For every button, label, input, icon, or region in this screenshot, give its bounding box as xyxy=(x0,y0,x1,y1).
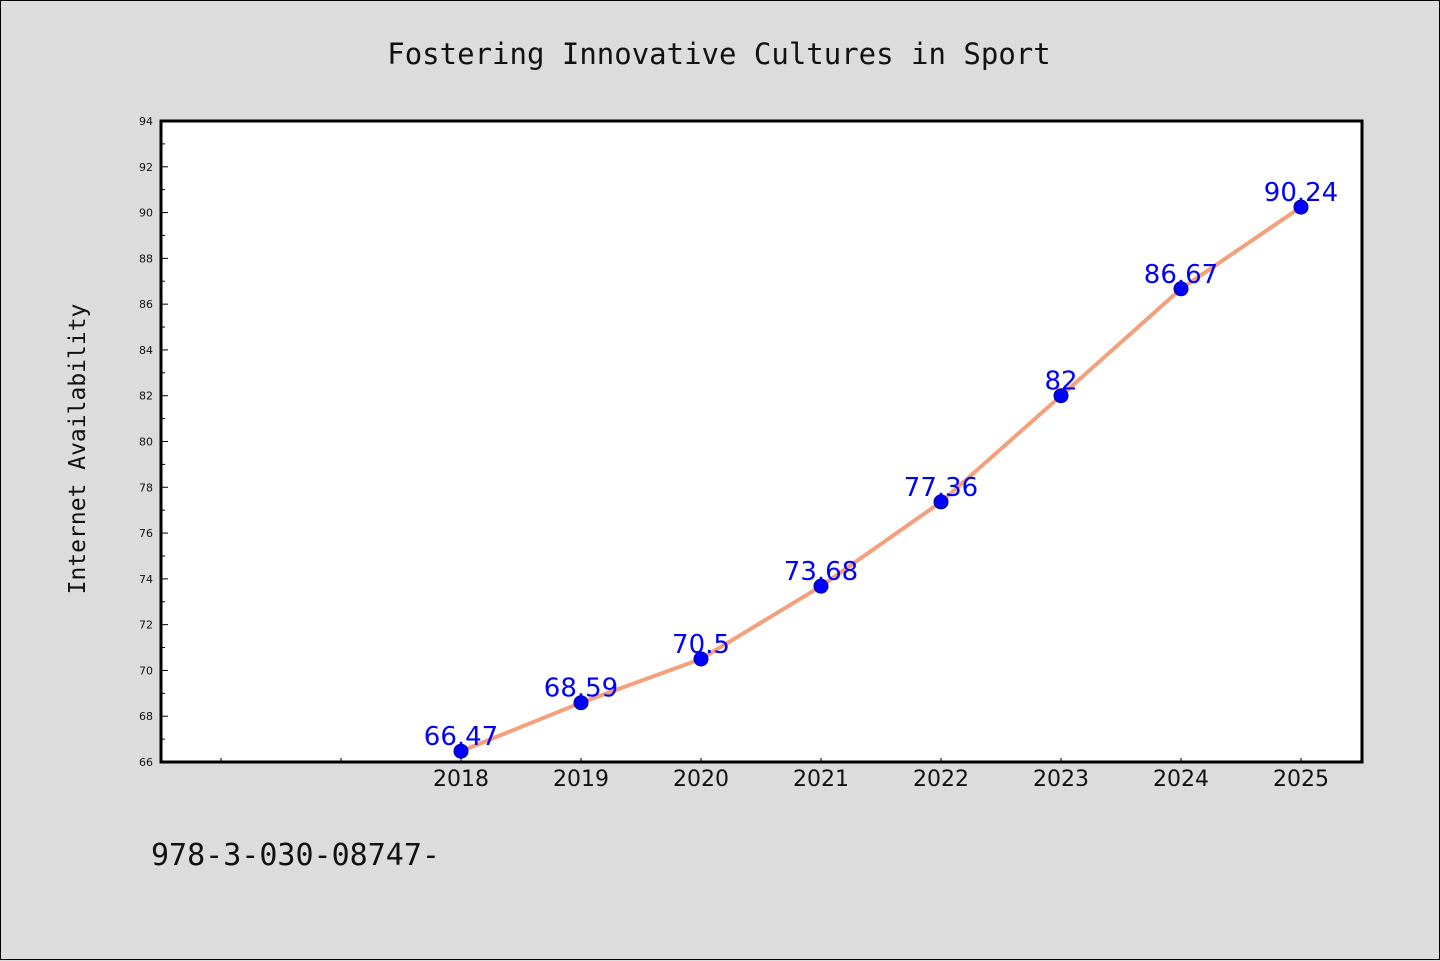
series-line xyxy=(459,205,1303,754)
y-tick-label: 72 xyxy=(139,619,153,632)
y-axis: 66 68 70 72 74 76 78 80 82 84 86 88 90 92 94 xyxy=(139,115,168,769)
data-label: 77.36 xyxy=(904,473,978,503)
y-tick-label: 70 xyxy=(139,664,153,677)
data-point xyxy=(573,695,589,711)
chart-title: Fostering Innovative Cultures in Sport xyxy=(387,37,1050,71)
y-tick-label: 76 xyxy=(139,527,153,540)
x-axis: 2018 2019 2020 2021 2022 2023 2024 2025 xyxy=(220,758,1329,792)
y-axis-label: Internet Availability xyxy=(65,304,91,595)
x-tick-label: 2023 xyxy=(1033,767,1089,792)
x-tick-label: 2021 xyxy=(793,767,849,792)
data-point xyxy=(1053,388,1069,404)
y-tick-label: 80 xyxy=(139,436,153,449)
x-tick-label: 2020 xyxy=(673,767,729,792)
y-tick-label: 94 xyxy=(139,115,153,128)
data-point xyxy=(1293,199,1309,215)
data-point xyxy=(453,743,469,759)
data-point xyxy=(813,578,829,594)
y-tick-label: 82 xyxy=(139,390,153,403)
data-label: 73.68 xyxy=(784,557,858,587)
data-point xyxy=(933,494,949,510)
data-label: 70.5 xyxy=(672,630,730,660)
plot-area xyxy=(159,119,1364,764)
y-tick-label: 88 xyxy=(139,252,153,265)
y-tick-label: 66 xyxy=(139,756,153,769)
y-tick-label: 68 xyxy=(139,710,153,723)
y-tick-label: 86 xyxy=(139,298,153,311)
data-point xyxy=(693,651,709,667)
y-tick-label: 74 xyxy=(139,573,153,586)
x-tick-label: 2018 xyxy=(433,767,489,792)
data-label: 82 xyxy=(1044,367,1077,397)
y-tick-label: 92 xyxy=(139,161,153,174)
data-label: 90.24 xyxy=(1264,178,1338,208)
x-tick-label: 2022 xyxy=(913,767,969,792)
data-label: 66.47 xyxy=(424,722,498,752)
x-tick-label: 2025 xyxy=(1273,767,1329,792)
data-label: 86.67 xyxy=(1144,260,1218,290)
y-tick-label: 84 xyxy=(139,344,153,357)
data-label: 68.59 xyxy=(544,674,618,704)
series-layer: 66.47 68.59 70.5 73.68 77.36 82 86.67 90.24 xyxy=(424,178,1338,759)
x-tick-label: 2019 xyxy=(553,767,609,792)
data-point xyxy=(1173,281,1189,297)
x-tick-label: 2024 xyxy=(1153,767,1209,792)
y-tick-label: 78 xyxy=(139,481,153,494)
y-tick-label: 90 xyxy=(139,207,153,220)
footer-note: 978-3-030-08747- xyxy=(151,838,440,873)
